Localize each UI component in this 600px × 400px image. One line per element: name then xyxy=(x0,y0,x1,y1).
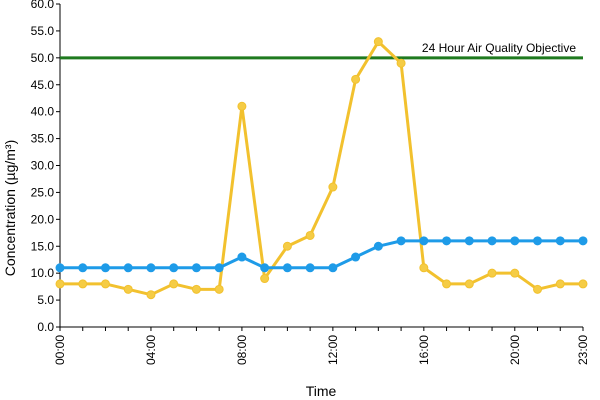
series-2-point xyxy=(419,236,429,246)
series-2-point xyxy=(396,236,406,246)
air-quality-objective-label: 24 Hour Air Quality Objective xyxy=(422,41,576,55)
y-tick-label: 25.0 xyxy=(31,185,55,199)
series-1-point xyxy=(260,274,270,284)
series-1-point xyxy=(419,263,429,273)
series-2 xyxy=(55,236,588,273)
series-1-point xyxy=(123,284,133,294)
series-1-point xyxy=(328,182,338,192)
x-tick-label: 23:00 xyxy=(576,335,590,365)
x-axis-title: Time xyxy=(306,383,337,399)
y-axis-title: Concentration (µg/m³) xyxy=(2,140,18,276)
series-2-point xyxy=(237,252,247,262)
series-2-point xyxy=(282,263,292,273)
x-tick-label: 04:00 xyxy=(144,335,158,365)
y-tick-label: 55.0 xyxy=(31,24,55,38)
series-2-point xyxy=(464,236,474,246)
series-2-point xyxy=(214,263,224,273)
x-tick-label: 00:00 xyxy=(53,335,67,365)
series-2-point xyxy=(351,252,361,262)
y-tick-label: 45.0 xyxy=(31,78,55,92)
y-tick-label: 35.0 xyxy=(31,132,55,146)
series-2-point xyxy=(100,263,110,273)
series-2-point xyxy=(555,236,565,246)
series-1 xyxy=(55,37,588,300)
x-tick-label: 20:00 xyxy=(508,335,522,365)
series-1-point xyxy=(351,74,361,84)
series-2-point xyxy=(146,263,156,273)
x-tick-label: 16:00 xyxy=(417,335,431,365)
series-1-point xyxy=(510,268,520,278)
series-2-point xyxy=(305,263,315,273)
series-2-point xyxy=(260,263,270,273)
y-tick-label: 15.0 xyxy=(31,239,55,253)
series-1-point xyxy=(305,230,315,240)
series-2-point xyxy=(578,236,588,246)
series-2-point xyxy=(373,241,383,251)
series-2-point xyxy=(169,263,179,273)
y-tick-label: 10.0 xyxy=(31,266,55,280)
series-1-point xyxy=(146,290,156,300)
series-2-point xyxy=(510,236,520,246)
series-1-point xyxy=(214,284,224,294)
series-2-point xyxy=(442,236,452,246)
objective-line-group: 24 Hour Air Quality Objective xyxy=(60,41,583,60)
y-tick-label: 20.0 xyxy=(31,212,55,226)
series-1-point xyxy=(78,279,88,289)
series-1-point xyxy=(282,241,292,251)
series-2-line xyxy=(60,239,583,270)
y-tick-label: 60.0 xyxy=(31,0,55,11)
series-1-point xyxy=(396,58,406,68)
series-2-point xyxy=(487,236,497,246)
y-tick-label: 50.0 xyxy=(31,51,55,65)
series-1-point xyxy=(373,37,383,47)
series-1-point xyxy=(487,268,497,278)
series-2-point xyxy=(55,263,65,273)
x-axis: 00:00 04:00 08:00 12:00 16:00 20:00 23:00 xyxy=(53,326,590,365)
series-1-point xyxy=(55,279,65,289)
series-2-point xyxy=(533,236,543,246)
series-1-point xyxy=(100,279,110,289)
y-axis: 0.0 5.0 10.0 15.0 20.0 25.0 30.0 35.0 40.0 45.0 50… xyxy=(31,0,61,334)
x-tick-label: 12:00 xyxy=(326,335,340,365)
series-1-point xyxy=(442,279,452,289)
series-2-point xyxy=(328,263,338,273)
series-1-point xyxy=(237,101,247,111)
x-tick-label: 08:00 xyxy=(235,335,249,365)
series-2-point xyxy=(78,263,88,273)
series-1-line xyxy=(60,40,583,297)
series-1-point xyxy=(464,279,474,289)
series-layer xyxy=(55,37,588,300)
y-tick-label: 5.0 xyxy=(37,293,54,307)
y-tick-label: 40.0 xyxy=(31,105,55,119)
y-tick-label: 30.0 xyxy=(31,159,55,173)
series-2-point xyxy=(191,263,201,273)
series-1-point xyxy=(169,279,179,289)
series-1-point xyxy=(555,279,565,289)
series-1-point xyxy=(191,284,201,294)
series-1-point xyxy=(533,284,543,294)
y-tick-label: 0.0 xyxy=(37,320,54,334)
series-2-point xyxy=(123,263,133,273)
series-1-point xyxy=(578,279,588,289)
